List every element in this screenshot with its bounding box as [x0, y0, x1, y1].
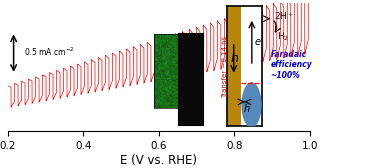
Text: Faradaic
efficiency
~100%: Faradaic efficiency ~100% — [271, 50, 312, 79]
Text: Transfer ~0.14 ns: Transfer ~0.14 ns — [222, 36, 228, 98]
Text: 0.5 mA cm$^{-2}$: 0.5 mA cm$^{-2}$ — [24, 46, 75, 58]
Text: 2H$^+$: 2H$^+$ — [274, 10, 295, 22]
X-axis label: E (V vs. RHE): E (V vs. RHE) — [120, 154, 197, 166]
Text: H$_2$: H$_2$ — [277, 30, 289, 43]
